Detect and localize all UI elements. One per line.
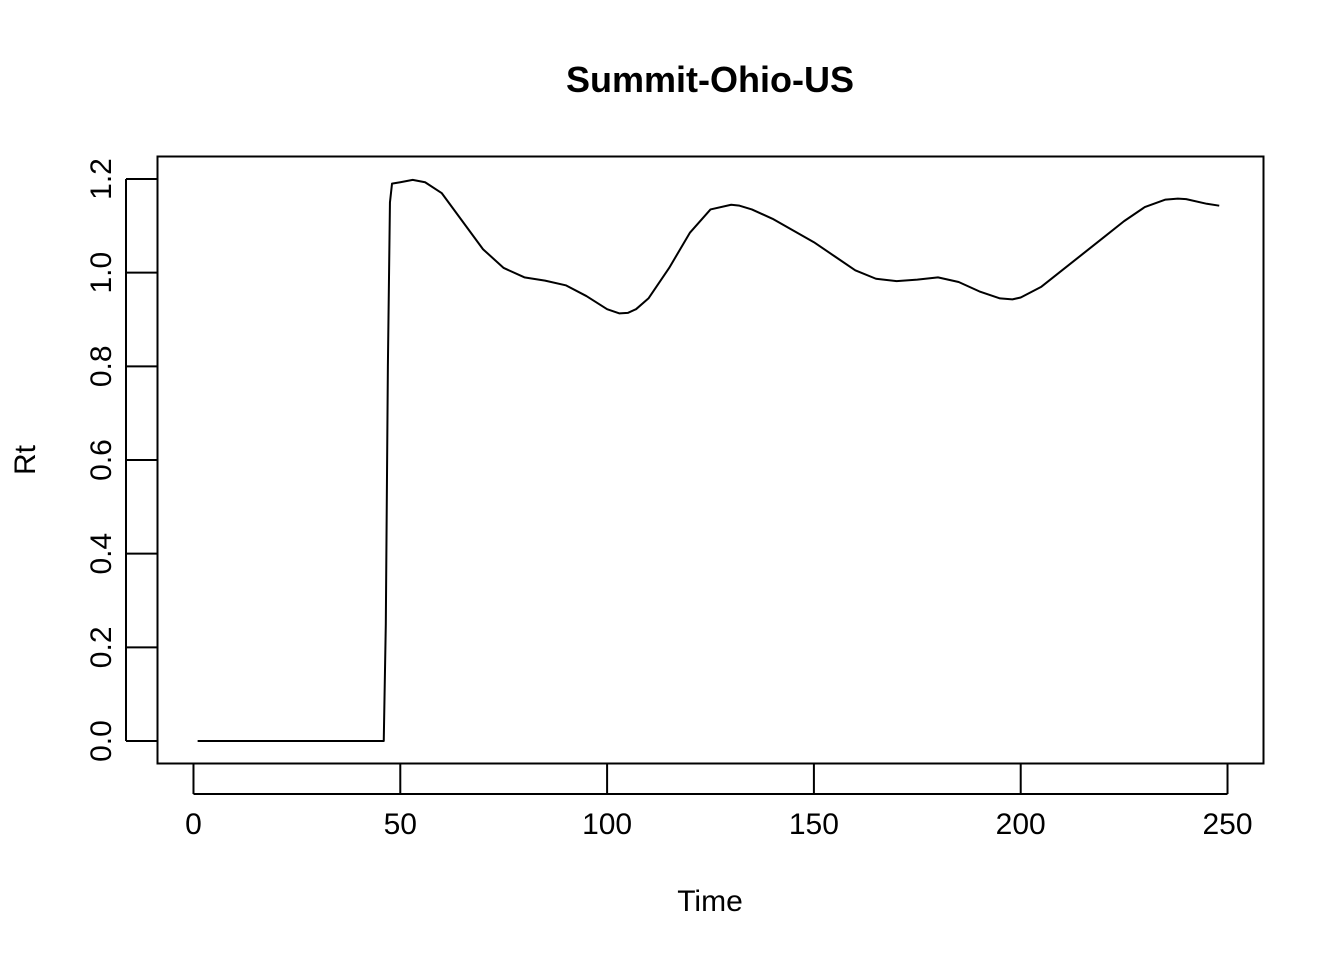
x-axis: 0 50 100 150 200 250 xyxy=(185,764,1253,841)
x-tick-label: 150 xyxy=(789,808,839,841)
x-tick-label: 200 xyxy=(996,808,1046,841)
x-tick-label: 100 xyxy=(582,808,632,841)
x-axis-label: Time xyxy=(677,885,743,918)
y-axis: 0.0 0.2 0.4 0.6 0.8 1.0 1.2 xyxy=(85,158,157,762)
chart-title: Summit-Ohio-US xyxy=(566,59,854,100)
y-tick-label: 0.0 xyxy=(85,720,118,762)
rt-series-line xyxy=(197,178,1220,743)
x-tick-label: 250 xyxy=(1202,808,1252,841)
y-tick-label: 1.2 xyxy=(85,158,118,200)
x-tick-label: 0 xyxy=(185,808,202,841)
y-tick-label: 0.6 xyxy=(85,439,118,481)
y-tick-label: 1.0 xyxy=(85,252,118,294)
y-tick-label: 0.4 xyxy=(85,533,118,575)
y-tick-label: 0.2 xyxy=(85,626,118,668)
y-tick-label: 0.8 xyxy=(85,345,118,387)
y-axis-label: Rt xyxy=(9,444,42,475)
x-tick-label: 50 xyxy=(384,808,417,841)
plot-frame xyxy=(156,155,1265,765)
